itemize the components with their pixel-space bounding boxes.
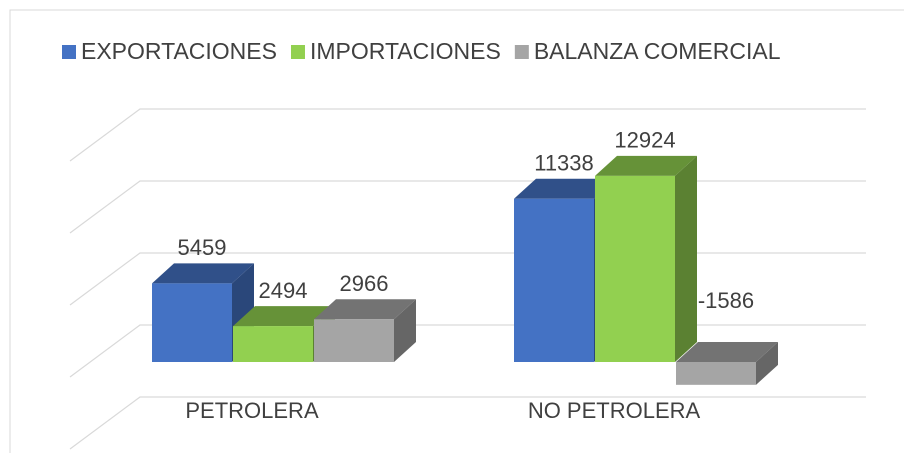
bar-top — [514, 178, 616, 199]
data-label: 5459 — [178, 235, 227, 260]
grid-line — [69, 108, 866, 162]
bar — [676, 362, 756, 385]
legend-label: BALANZA COMERCIAL — [534, 38, 781, 64]
data-label: -1586 — [698, 288, 754, 313]
x-tick-label: PETROLERA — [185, 398, 319, 423]
data-label: 12924 — [614, 128, 675, 153]
legend-label: IMPORTACIONES — [310, 38, 501, 64]
data-label: 11338 — [534, 151, 594, 176]
x-tick-label: NO PETROLERA — [528, 398, 701, 423]
bar — [514, 198, 594, 362]
chart-frame — [9, 9, 904, 453]
legend-swatch — [62, 45, 76, 59]
bar-side — [675, 155, 697, 362]
bar-top — [676, 342, 778, 362]
legend-swatch — [290, 45, 305, 59]
grid-line — [69, 396, 866, 450]
bar-side — [756, 342, 778, 385]
data-label: 2966 — [340, 271, 389, 296]
bar-top — [595, 155, 697, 176]
legend-swatch — [514, 45, 529, 59]
bar — [314, 319, 394, 362]
bar — [233, 326, 313, 362]
bar-top — [233, 306, 335, 327]
bar-top — [314, 299, 416, 320]
data-label: 2494 — [259, 278, 308, 303]
bar-top — [152, 263, 254, 284]
bar — [152, 283, 232, 362]
bar-side — [394, 299, 416, 362]
bar — [595, 175, 675, 362]
legend-label: EXPORTACIONES — [81, 38, 277, 64]
